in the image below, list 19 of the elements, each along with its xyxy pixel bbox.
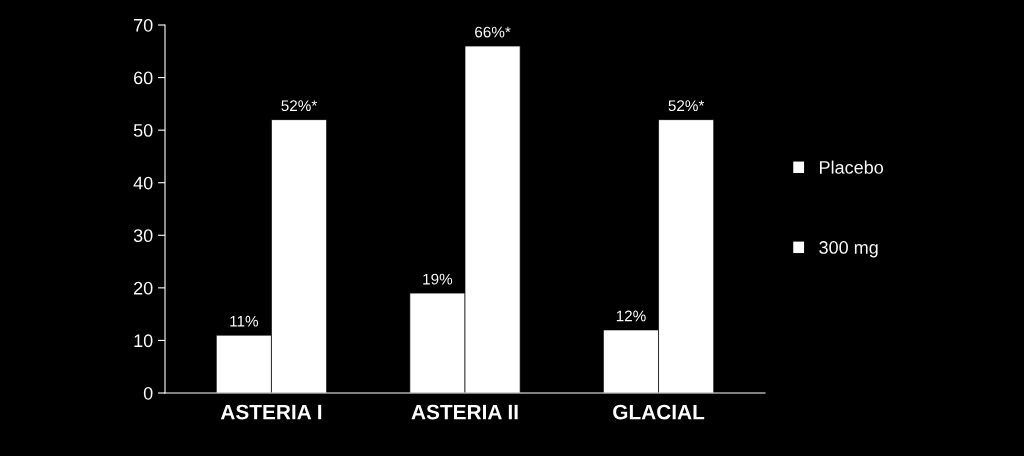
y-tick-label: 50 <box>133 124 153 137</box>
data-label: 52%* <box>668 100 705 112</box>
y-tick-label: 40 <box>133 176 153 190</box>
y-tick-label: 0 <box>143 386 153 400</box>
y-tick-label: 60 <box>134 71 153 85</box>
legend-label: 300 mg <box>819 241 878 258</box>
x-tick-label: ASTERIA I <box>220 404 322 420</box>
data-label: 52%* <box>281 100 318 112</box>
data-label: 11% <box>230 315 259 327</box>
data-label: 12% <box>616 310 646 322</box>
y-tick-label: 20 <box>134 281 153 295</box>
legend-label: Placebo <box>820 160 884 174</box>
x-tick-label: GLACIAL <box>613 404 705 420</box>
y-tick-label: 10 <box>134 334 153 348</box>
y-tick-label: 70 <box>134 18 153 32</box>
data-label: 66%* <box>475 26 511 38</box>
y-tick-label: 30 <box>133 229 153 243</box>
x-tick-label: ASTERIA II <box>411 404 518 420</box>
data-label: 19% <box>423 273 453 285</box>
